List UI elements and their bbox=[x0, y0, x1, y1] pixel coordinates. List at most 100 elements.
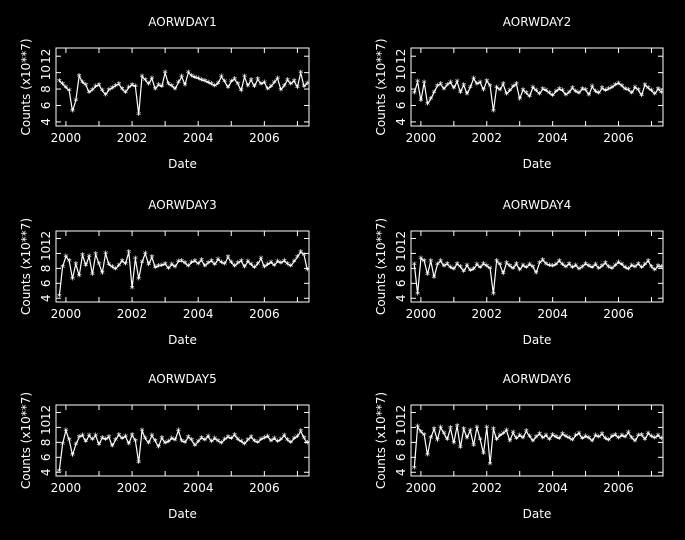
data-point-marker: * bbox=[268, 437, 273, 448]
data-point-marker: * bbox=[295, 253, 300, 264]
data-point-marker: * bbox=[60, 440, 65, 451]
data-point-marker: * bbox=[242, 73, 247, 84]
data-point-marker: * bbox=[143, 76, 148, 87]
data-point-marker: * bbox=[534, 433, 539, 444]
data-point-marker: * bbox=[305, 266, 310, 277]
data-point-marker: * bbox=[553, 433, 558, 444]
data-point-marker: * bbox=[491, 425, 496, 436]
data-point-marker: * bbox=[96, 441, 101, 452]
data-point-marker: * bbox=[609, 83, 614, 94]
data-point-marker: * bbox=[438, 80, 443, 91]
data-point-marker: * bbox=[163, 260, 168, 271]
data-point-marker: * bbox=[461, 425, 466, 436]
data-point-marker: * bbox=[501, 80, 506, 91]
data-point-marker: * bbox=[77, 433, 82, 444]
data-point-marker: * bbox=[199, 256, 204, 267]
data-point-marker: * bbox=[275, 74, 280, 85]
x-tick-label: 2002 bbox=[117, 307, 148, 321]
data-point-marker: * bbox=[600, 262, 605, 273]
data-point-marker: * bbox=[192, 441, 197, 452]
data-point-marker: * bbox=[511, 83, 516, 94]
data-point-marker: * bbox=[219, 73, 224, 84]
data-point-marker: * bbox=[501, 270, 506, 281]
data-point-marker: * bbox=[623, 433, 628, 444]
data-point-marker: * bbox=[182, 438, 187, 449]
data-point-marker: * bbox=[239, 87, 244, 98]
data-point-marker: * bbox=[216, 79, 221, 90]
y-tick-label: 6 bbox=[39, 453, 53, 461]
data-point-marker: * bbox=[239, 257, 244, 268]
data-point-marker: * bbox=[235, 435, 240, 446]
data-point-marker: * bbox=[412, 464, 417, 475]
data-point-marker: * bbox=[613, 81, 618, 92]
data-point-marker: * bbox=[527, 261, 532, 272]
data-point-marker: * bbox=[278, 435, 283, 446]
data-point-marker: * bbox=[202, 262, 207, 273]
data-point-marker: * bbox=[225, 433, 230, 444]
data-point-marker: * bbox=[432, 273, 437, 284]
data-point-marker: * bbox=[448, 264, 453, 275]
data-point-marker: * bbox=[196, 438, 201, 449]
data-point-marker: * bbox=[166, 438, 171, 449]
data-point-marker: * bbox=[219, 439, 224, 450]
y-axis-label: Counts (x10**7) bbox=[374, 392, 388, 489]
data-point-marker: * bbox=[265, 261, 270, 272]
data-point-marker: * bbox=[206, 432, 211, 443]
data-point-marker: * bbox=[298, 69, 303, 80]
x-tick-label: 2006 bbox=[249, 307, 280, 321]
data-point-marker: * bbox=[272, 435, 277, 446]
data-point-marker: * bbox=[159, 83, 164, 94]
data-point-marker: * bbox=[70, 275, 75, 286]
data-point-marker: * bbox=[259, 255, 264, 266]
x-axis-label: Date bbox=[523, 157, 552, 171]
data-point-marker: * bbox=[87, 432, 92, 443]
data-point-marker: * bbox=[295, 83, 300, 94]
data-point-marker: * bbox=[103, 435, 108, 446]
data-point-marker: * bbox=[530, 437, 535, 448]
y-tick-label: 8 bbox=[394, 85, 408, 93]
data-point-marker: * bbox=[609, 264, 614, 275]
data-point-marker: * bbox=[517, 432, 522, 443]
x-tick-label: 2000 bbox=[406, 131, 437, 145]
data-point-marker: * bbox=[474, 80, 479, 91]
data-point-marker: * bbox=[182, 81, 187, 92]
data-point-marker: * bbox=[465, 90, 470, 101]
data-point-marker: * bbox=[537, 259, 542, 270]
x-tick-label: 2006 bbox=[603, 307, 634, 321]
data-point-marker: * bbox=[235, 80, 240, 91]
data-point-marker: * bbox=[130, 81, 135, 92]
data-point-marker: * bbox=[603, 259, 608, 270]
x-axis-label: Date bbox=[168, 507, 197, 521]
data-point-marker: * bbox=[268, 258, 273, 269]
data-point-marker: * bbox=[468, 83, 473, 94]
y-tick-label: 8 bbox=[39, 439, 53, 447]
data-point-marker: * bbox=[586, 91, 591, 102]
chart-title: AORWDAY1 bbox=[148, 15, 216, 29]
data-point-marker: * bbox=[196, 260, 201, 271]
y-tick-label: 6 bbox=[39, 279, 53, 287]
data-point-marker: * bbox=[60, 263, 65, 274]
data-point-marker: * bbox=[120, 85, 125, 96]
data-point-marker: * bbox=[242, 440, 247, 451]
data-point-marker: * bbox=[282, 257, 287, 268]
data-point-marker: * bbox=[491, 290, 496, 301]
data-point-marker: * bbox=[553, 88, 558, 99]
y-tick-label: 10 bbox=[39, 420, 53, 435]
y-axis-label: Counts (x10**7) bbox=[374, 218, 388, 315]
data-point-marker: * bbox=[488, 82, 493, 93]
data-point-marker: * bbox=[623, 264, 628, 275]
data-point-marker: * bbox=[636, 260, 641, 271]
data-point-marker: * bbox=[206, 78, 211, 89]
data-point-marker: * bbox=[649, 432, 654, 443]
data-point-marker: * bbox=[123, 88, 128, 99]
data-point-marker: * bbox=[229, 78, 234, 89]
data-point-marker: * bbox=[494, 435, 499, 446]
y-tick-label: 8 bbox=[39, 265, 53, 273]
data-point-marker: * bbox=[196, 74, 201, 85]
y-tick-label: 12 bbox=[39, 231, 53, 246]
data-point-marker: * bbox=[567, 88, 572, 99]
data-point-marker: * bbox=[428, 257, 433, 268]
